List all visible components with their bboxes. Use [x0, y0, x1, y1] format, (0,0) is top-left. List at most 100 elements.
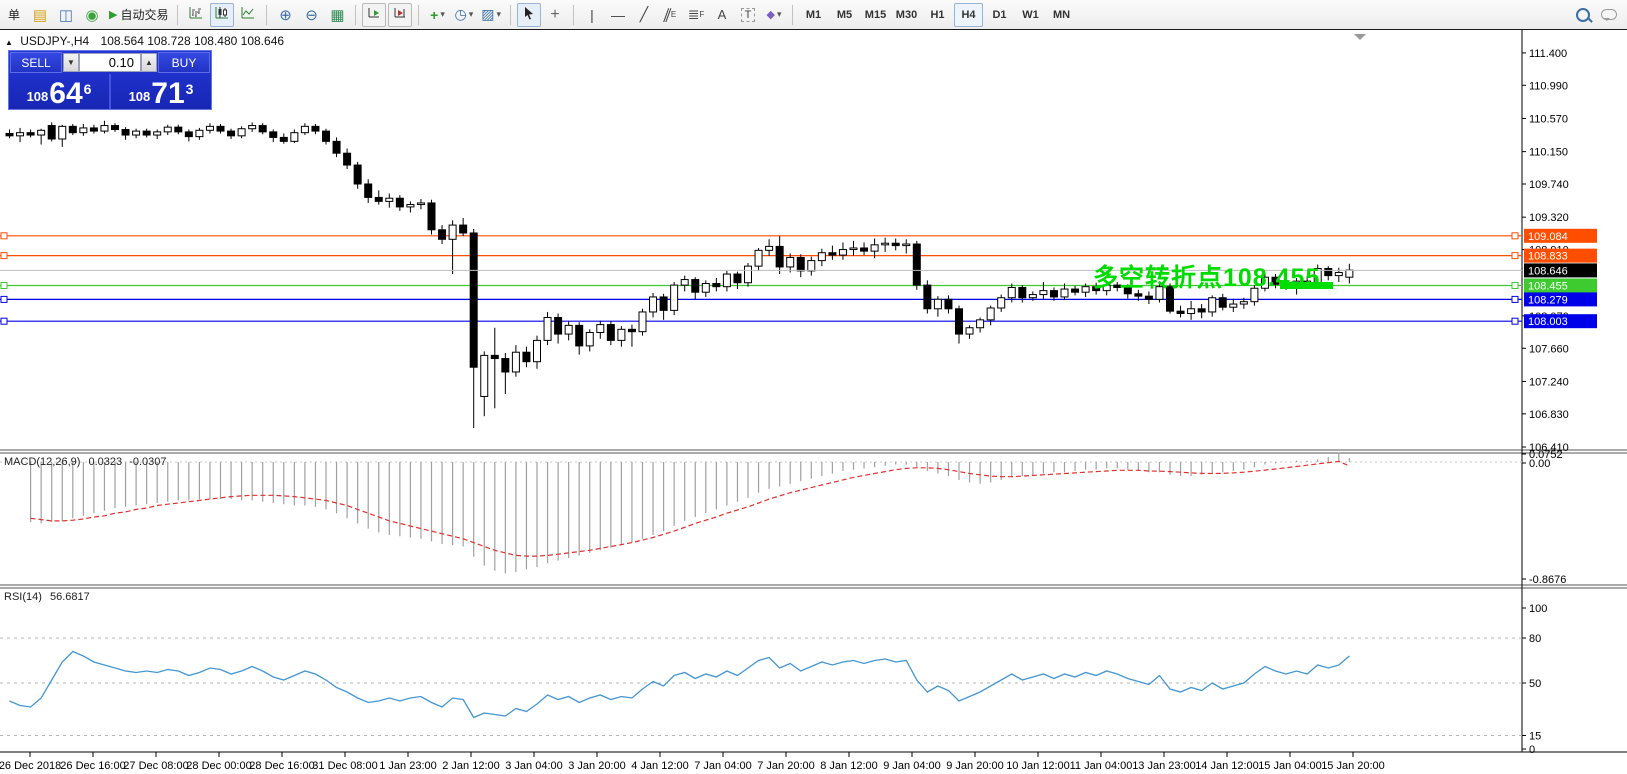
market-watch-icon: ◉	[85, 6, 99, 24]
svg-text:110.990: 110.990	[1529, 80, 1568, 92]
buy-price-prefix: 108	[128, 89, 151, 104]
arrows-icon: ◆	[766, 9, 775, 21]
svg-text:14 Jan 12:00: 14 Jan 12:00	[1195, 760, 1259, 772]
fibonacci-sub: F	[699, 10, 705, 19]
crosshair-button[interactable]: +	[550, 5, 560, 23]
svg-text:2 Jan 12:00: 2 Jan 12:00	[442, 760, 500, 772]
auto-trading-label: 自动交易	[120, 8, 169, 22]
svg-text:13 Jan 23:00: 13 Jan 23:00	[1132, 760, 1196, 772]
sell-price-prefix: 108	[26, 89, 49, 104]
svg-text:4 Jan 12:00: 4 Jan 12:00	[631, 760, 689, 772]
svg-text:108.455: 108.455	[1528, 280, 1568, 292]
new-chart-icon: ▤	[32, 6, 48, 24]
channel-button[interactable]: ∥ E	[658, 3, 682, 27]
label-tool-icon: T	[740, 7, 756, 22]
timeframe-h1[interactable]: H1	[930, 8, 945, 21]
search-button[interactable]	[1571, 3, 1595, 27]
auto-scroll-icon	[366, 5, 382, 24]
svg-text:109.740: 109.740	[1529, 179, 1569, 191]
collapse-triangle-icon[interactable]: ▲	[5, 38, 13, 47]
svg-text:28 Dec 16:00: 28 Dec 16:00	[249, 760, 314, 772]
tile-windows-button[interactable]: ▦	[330, 6, 345, 24]
sell-button[interactable]: SELL	[10, 52, 62, 73]
buy-button[interactable]: BUY	[158, 52, 210, 73]
timeframe-h4[interactable]: H4	[954, 2, 983, 27]
svg-text:26 Dec 2018: 26 Dec 2018	[0, 760, 61, 772]
chevron-down-icon: ▾	[776, 9, 782, 19]
svg-text:7 Jan 20:00: 7 Jan 20:00	[757, 760, 815, 772]
buy-price[interactable]: 108 71 3	[111, 74, 211, 109]
rsi-value: 56.6817	[49, 591, 90, 603]
svg-text:107.240: 107.240	[1529, 376, 1569, 388]
profiles-button[interactable]: ◫	[54, 3, 78, 27]
timeframe-m15[interactable]: M15	[864, 8, 887, 21]
chat-button[interactable]	[1597, 3, 1621, 27]
sell-price[interactable]: 108 64 6	[9, 74, 109, 109]
bar-chart-button[interactable]	[184, 3, 208, 27]
timeframe-mn[interactable]: MN	[1052, 8, 1071, 21]
candlestick-chart-button[interactable]	[210, 2, 235, 27]
svg-text:110.570: 110.570	[1529, 113, 1568, 125]
arrows-button[interactable]: ◆ ▾	[762, 3, 786, 27]
price-label-chip	[1524, 228, 1597, 243]
price-label-chip	[1524, 278, 1597, 293]
chart-canvas[interactable]: 111.400 110.990 110.570 110.150 109.740 109.3…	[0, 30, 1627, 774]
chart-shift-icon	[392, 5, 408, 24]
volume-down-button[interactable]: ▼	[63, 53, 79, 72]
chart-shift-button[interactable]	[388, 2, 413, 27]
symbol-period-label: USDJPY-,H4	[20, 34, 90, 48]
svg-text:108.833: 108.833	[1528, 251, 1568, 263]
svg-text:15 Jan 04:00: 15 Jan 04:00	[1258, 760, 1322, 772]
price-label-chip	[1524, 248, 1597, 263]
svg-text:108.646: 108.646	[1528, 265, 1568, 277]
timeframe-d1[interactable]: D1	[992, 8, 1007, 21]
market-watch-button[interactable]: ◉	[80, 3, 104, 27]
timeframe-w1[interactable]: W1	[1022, 8, 1039, 21]
label-tool-button[interactable]: T	[736, 3, 760, 27]
volume-input[interactable]: 0.10	[79, 53, 141, 72]
chat-icon	[1601, 9, 1617, 21]
svg-text:15: 15	[1529, 731, 1541, 743]
line-chart-button[interactable]	[236, 3, 260, 27]
trendline-button[interactable]: ╱	[639, 6, 649, 22]
auto-scroll-button[interactable]	[362, 2, 387, 27]
price-label-chip	[1524, 314, 1597, 329]
new-order-button[interactable]: 单	[7, 8, 20, 22]
svg-text:3 Jan 04:00: 3 Jan 04:00	[505, 760, 563, 772]
indicators-icon: +	[430, 6, 439, 23]
volume-up-button[interactable]: ▲	[141, 53, 157, 72]
timeframe-m5[interactable]: M5	[836, 8, 853, 21]
text-tool-button[interactable]: A	[717, 7, 727, 22]
bold-trend-segment	[1280, 281, 1333, 289]
fibonacci-icon: ≣	[687, 6, 700, 22]
indicators-button[interactable]: + ▾	[425, 3, 449, 27]
zoom-out-button[interactable]: ⊖	[305, 6, 318, 24]
buy-price-big: 71	[151, 77, 185, 110]
svg-text:10 Jan 12:00: 10 Jan 12:00	[1006, 760, 1070, 772]
periods-button[interactable]: ◷ ▾	[451, 3, 476, 27]
timeframe-m30[interactable]: M30	[895, 8, 918, 21]
chart-shift-marker[interactable]	[1354, 34, 1366, 40]
channel-sub: E	[670, 10, 677, 19]
macd-main-value: 0.0323	[88, 456, 123, 468]
fibonacci-button[interactable]: ≣ F	[684, 3, 708, 27]
svg-text:9 Jan 20:00: 9 Jan 20:00	[946, 760, 1004, 772]
vertical-line-button[interactable]: |	[590, 6, 594, 23]
svg-text:106.410: 106.410	[1529, 442, 1569, 454]
new-chart-button[interactable]: ▤	[28, 3, 52, 27]
svg-text:0.00: 0.00	[1529, 458, 1550, 470]
chevron-down-icon: ▾	[468, 9, 474, 19]
profiles-icon: ◫	[58, 6, 74, 24]
zoom-in-button[interactable]: ⊕	[279, 6, 292, 24]
templates-button[interactable]: ▨ ▾	[478, 3, 504, 27]
candlestick-chart-icon	[214, 5, 230, 24]
svg-text:26 Dec 16:00: 26 Dec 16:00	[60, 760, 125, 772]
svg-text:8 Jan 12:00: 8 Jan 12:00	[820, 760, 878, 772]
chevron-down-icon: ▾	[496, 9, 501, 19]
auto-trading-button[interactable]: ▶ 自动交易	[106, 3, 171, 27]
macd-indicator-label: MACD(12,26,9) 0.0323 -0.0307	[4, 456, 167, 468]
cursor-button[interactable]	[517, 2, 541, 27]
timeframe-m1[interactable]: M1	[805, 8, 822, 21]
horizontal-line-button[interactable]: —	[611, 6, 625, 23]
